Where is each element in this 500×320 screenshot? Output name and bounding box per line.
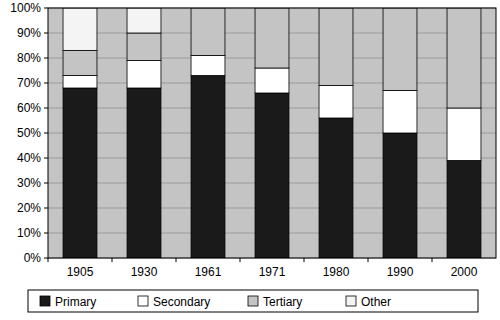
legend-swatch: [248, 296, 258, 306]
tick-mark: [44, 58, 48, 59]
y-tick-label: 0%: [24, 251, 42, 265]
x-tick-mark: [48, 258, 49, 262]
y-tick-label: 10%: [17, 226, 41, 240]
tick-mark: [44, 208, 48, 209]
tick-mark: [44, 133, 48, 134]
bar-segment: [127, 33, 161, 61]
bar-segment: [383, 8, 417, 91]
legend-label: Primary: [55, 295, 96, 309]
tick-mark: [44, 108, 48, 109]
legend-swatch: [40, 296, 50, 306]
bar-segment: [63, 88, 97, 258]
tick-mark: [44, 233, 48, 234]
tick-mark: [44, 258, 48, 259]
bar-segment: [63, 76, 97, 89]
x-tick-mark: [304, 258, 305, 262]
legend-label: Secondary: [153, 295, 210, 309]
bar-segment: [447, 161, 481, 259]
y-tick-label: 50%: [17, 126, 41, 140]
y-tick-label: 30%: [17, 176, 41, 190]
y-tick-label: 100%: [10, 1, 41, 15]
bar-segment: [383, 91, 417, 134]
plot-background: [48, 8, 496, 258]
bar-segment: [63, 51, 97, 76]
bar-segment: [255, 68, 289, 93]
y-tick-label: 80%: [17, 51, 41, 65]
x-tick-mark: [368, 258, 369, 262]
bar-segment: [255, 8, 289, 68]
tick-mark: [44, 183, 48, 184]
bar-segment: [319, 86, 353, 119]
bar-segment: [255, 93, 289, 258]
chart-container: 0% 10% 20% 30% 40% 50% 60% 70% 80% 90% 100% 1905 193…: [0, 0, 500, 320]
bar-segment: [319, 8, 353, 86]
tick-mark: [44, 8, 48, 9]
x-tick-label: 1930: [131, 265, 158, 279]
tick-mark: [44, 158, 48, 159]
legend-swatch: [346, 296, 356, 306]
bars: [63, 8, 481, 258]
plot-frame: [48, 8, 496, 258]
bar-segment: [447, 8, 481, 108]
legend-swatch: [138, 296, 148, 306]
tick-mark: [44, 33, 48, 34]
legend: Primary Secondary Tertiary Other: [28, 290, 478, 312]
y-tick-label: 40%: [17, 151, 41, 165]
bar-segment: [191, 56, 225, 76]
bar-segment: [127, 88, 161, 258]
legend-box: [28, 290, 478, 312]
bar-segment: [319, 118, 353, 258]
x-tick-mark: [432, 258, 433, 262]
x-tick-mark: [240, 258, 241, 262]
x-tick-label: 1980: [323, 265, 350, 279]
x-tick-label: 1961: [195, 265, 222, 279]
x-tick-label: 1971: [259, 265, 286, 279]
x-tick-label: 1905: [67, 265, 94, 279]
x-tick-label: 2000: [451, 265, 478, 279]
legend-label: Other: [361, 295, 391, 309]
y-tick-label: 20%: [17, 201, 41, 215]
bar-segment: [191, 8, 225, 56]
chart: 0% 10% 20% 30% 40% 50% 60% 70% 80% 90% 100% 1905 193…: [0, 0, 500, 320]
x-tick-mark: [176, 258, 177, 262]
bar-segment: [383, 133, 417, 258]
bar-segment: [127, 8, 161, 33]
x-tick-label: 1990: [387, 265, 414, 279]
tick-mark: [44, 83, 48, 84]
bar-segment: [127, 61, 161, 89]
x-tick-mark: [112, 258, 113, 262]
y-tick-label: 70%: [17, 76, 41, 90]
bar-segment: [447, 108, 481, 161]
y-tick-label: 60%: [17, 101, 41, 115]
bar-segment: [191, 76, 225, 259]
legend-label: Tertiary: [263, 295, 302, 309]
y-tick-label: 90%: [17, 26, 41, 40]
bar-segment: [63, 8, 97, 51]
